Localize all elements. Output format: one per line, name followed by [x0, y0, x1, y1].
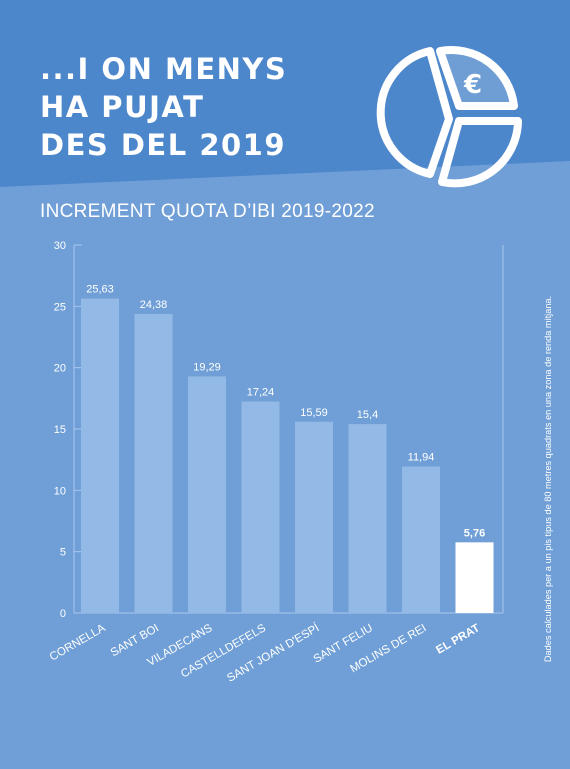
bar-value-label: 25,63: [86, 284, 114, 296]
bar-value-label: 11,94: [408, 452, 435, 464]
headline-line-1: ...I ON MENYS: [40, 52, 288, 86]
bar-value-label: 15,4: [357, 409, 378, 421]
bar-value-label: 19,29: [193, 361, 221, 373]
bar-value-label: 5,76: [464, 527, 485, 539]
pie-chart-euro-icon: €: [376, 45, 522, 188]
pie-slice-bottom: [438, 117, 522, 188]
chart-value-labels: 25,63 24,38 19,29 17,24 15,59 15,4 11,94 5,76: [86, 284, 485, 540]
y-tick-label: 10: [54, 485, 66, 497]
category-label: EL PRAT: [434, 622, 482, 656]
headline: ...I ON MENYS HA PUJAT DES DEL 2019: [40, 50, 287, 164]
bar: [402, 466, 440, 613]
y-tick-label: 25: [54, 301, 66, 313]
bar: [241, 401, 280, 613]
bar: [295, 421, 333, 613]
euro-symbol: €: [463, 70, 482, 100]
data-note: Dades calculades per a un pis tipus de 8…: [543, 295, 553, 663]
category-label: CORNELLA: [48, 622, 108, 664]
bar: [81, 298, 119, 613]
y-tick-label: 0: [60, 608, 66, 620]
bar: [188, 376, 226, 613]
bar-value-label: 17,24: [247, 387, 275, 399]
bar: [134, 313, 173, 613]
y-tick-label: 20: [54, 363, 66, 375]
category-label: SANT JOAN D'ESPÍ: [225, 621, 322, 685]
y-tick-label: 15: [54, 424, 66, 436]
pie-slice-large: [376, 47, 453, 178]
bar: [348, 424, 387, 613]
chart-bars: [81, 298, 494, 613]
bar-value-label: 15,59: [300, 407, 328, 419]
pie-slice-euro: [436, 45, 518, 110]
header-band: [0, 0, 570, 187]
bar-value-label: 24,38: [140, 299, 168, 311]
bar: [455, 542, 494, 613]
chart-title: INCREMENT QUOTA D’IBI 2019-2022: [40, 201, 375, 222]
headline-line-2: HA PUJAT: [40, 90, 205, 124]
chart-category-labels: CORNELLA SANT BOIVILADECANSCASTELLDEFELSS…: [48, 621, 482, 685]
headline-line-3: DES DEL 2019: [40, 128, 287, 162]
y-tick-label: 5: [60, 547, 66, 559]
y-tick-label: 30: [54, 240, 66, 252]
